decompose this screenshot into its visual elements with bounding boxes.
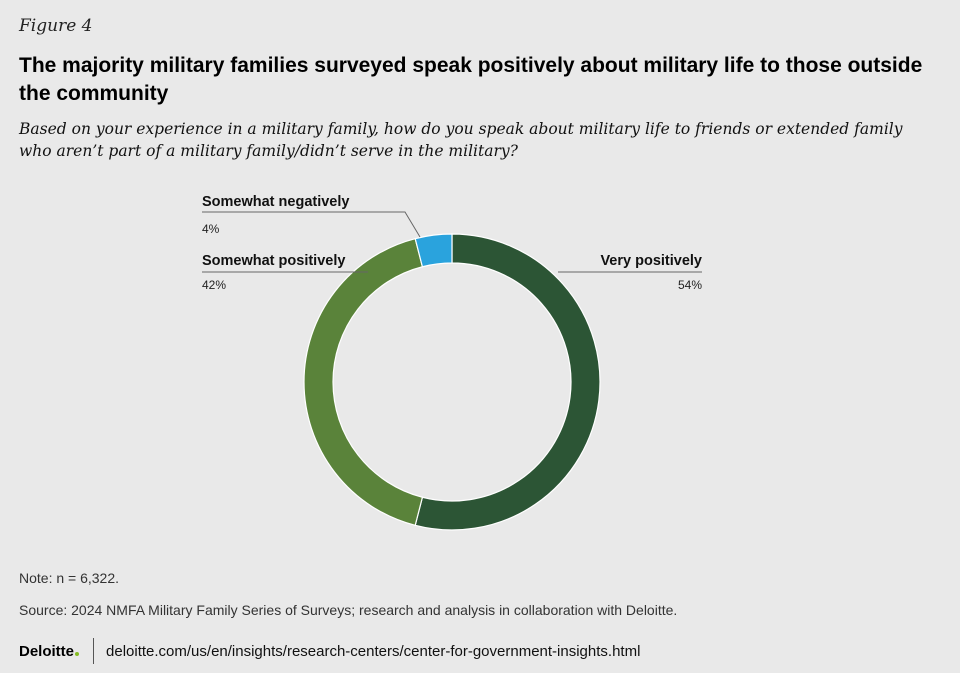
- slice-somewhat-negatively: [414, 233, 453, 268]
- label-somewhat-negatively: Somewhat negatively: [202, 194, 349, 210]
- slice-very-positively: [414, 233, 601, 531]
- footer: Deloitte deloitte.com/us/en/insights/res…: [19, 638, 641, 664]
- slice-somewhat-positively: [303, 237, 424, 527]
- label-very-positively: Very positively: [600, 253, 702, 269]
- footer-url[interactable]: deloitte.com/us/en/insights/research-cen…: [106, 642, 641, 660]
- leader-line-somewhat-negatively: [202, 211, 421, 238]
- chart-source: Source: 2024 NMFA Military Family Series…: [19, 602, 678, 618]
- footer-divider: [93, 638, 95, 664]
- chart-note: Note: n = 6,322.: [19, 570, 120, 586]
- logo-text: Deloitte: [19, 642, 75, 660]
- figure-label: Figure 4: [19, 16, 93, 36]
- value-label-somewhat-negatively: 4%: [202, 222, 220, 236]
- value-label-very-positively: 54%: [678, 278, 702, 292]
- chart-subtitle: Based on your experience in a military f…: [19, 120, 903, 160]
- value-label-somewhat-positively: 42%: [202, 278, 226, 292]
- label-somewhat-positively: Somewhat positively: [202, 253, 345, 269]
- deloitte-logo: Deloitte: [19, 642, 80, 660]
- chart-title: The majority military families surveyed …: [19, 54, 923, 105]
- logo-dot-icon: [75, 651, 80, 656]
